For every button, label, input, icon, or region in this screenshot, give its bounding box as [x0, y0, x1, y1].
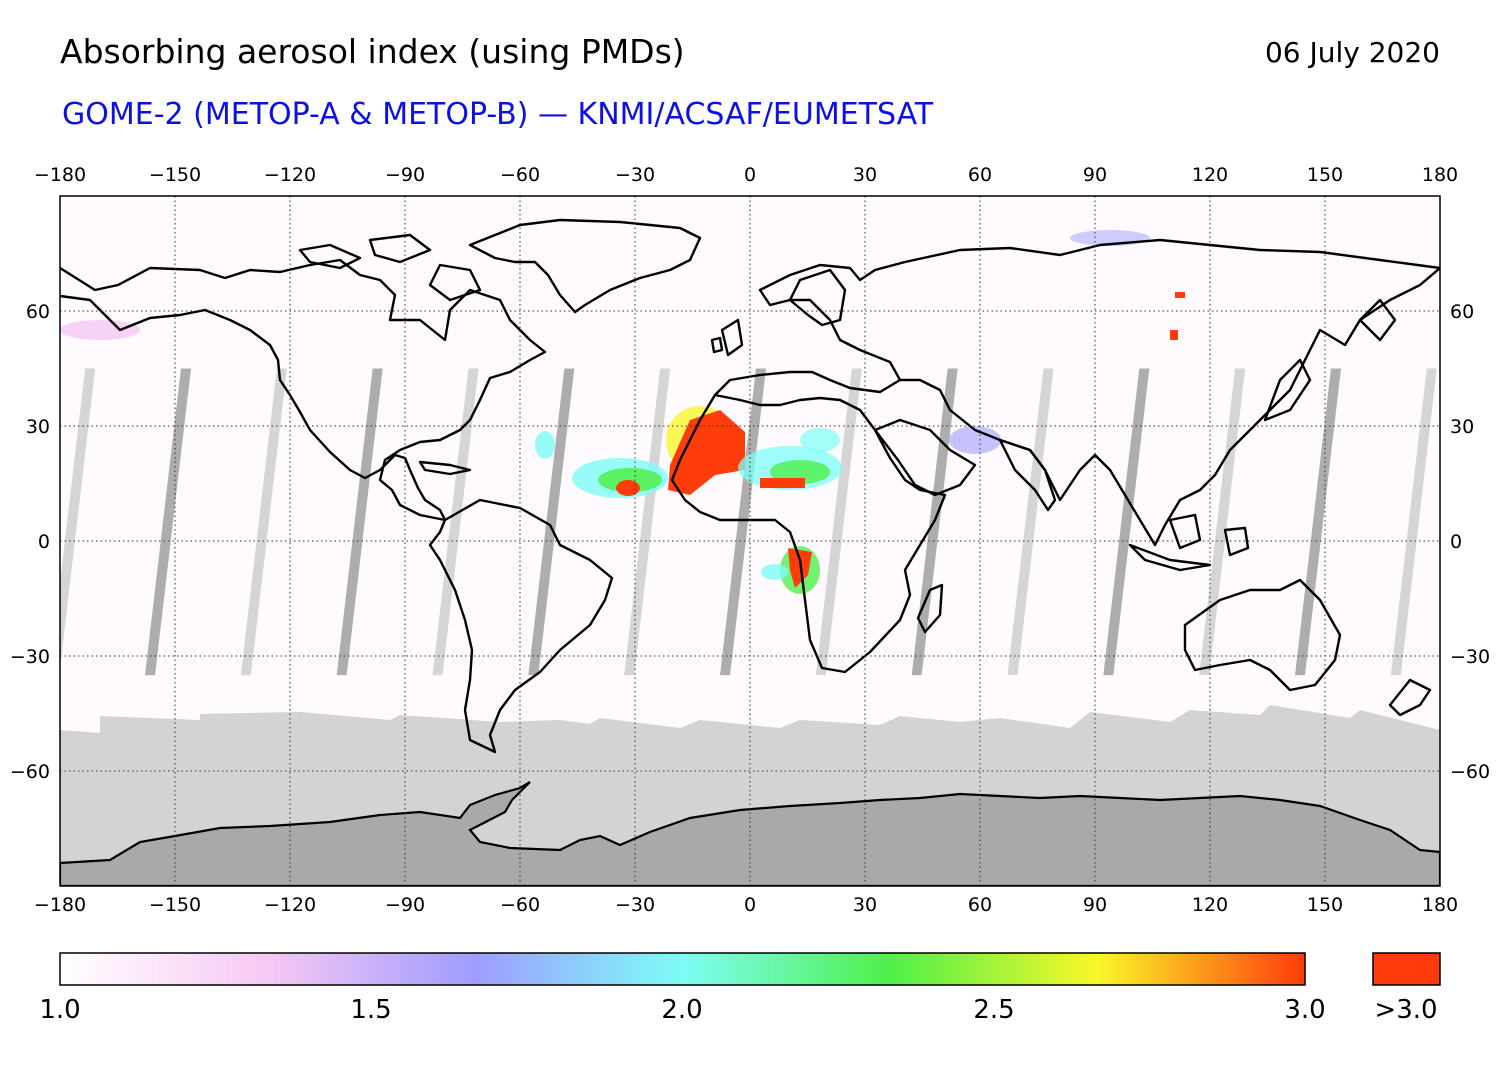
lon-tick-label-top: −120 — [264, 164, 316, 186]
africa — [670, 393, 947, 674]
australia — [1183, 578, 1342, 692]
graticule — [60, 196, 1440, 886]
lon-tick-label-top: −180 — [34, 164, 86, 186]
lat-tick-label-right: −60 — [1450, 761, 1490, 783]
swath-gap — [336, 368, 383, 676]
greenland — [468, 218, 702, 314]
lon-tick-label-bottom: 120 — [1192, 894, 1228, 916]
lon-tick-label-top: 60 — [968, 164, 992, 186]
lat-tick-label-right: 0 — [1450, 531, 1462, 553]
axis-ticks: −180 −180 −150 −150 −120 −120 −90 −90 −60 −60 −30 −… — [10, 164, 1490, 916]
lon-tick-label-top: −150 — [149, 164, 201, 186]
south-america — [428, 498, 614, 754]
lat-tick-label-left: 0 — [38, 531, 50, 553]
colorbar-label-4: 3.0 — [1284, 995, 1326, 1025]
swath-gap — [1007, 368, 1054, 676]
lon-tick-label-top: −30 — [615, 164, 655, 186]
lon-tick-label-bottom: 60 — [968, 894, 992, 916]
lon-tick-label-top: 0 — [744, 164, 756, 186]
lon-tick-label-bottom: 150 — [1307, 894, 1343, 916]
colorbar — [59, 952, 1306, 986]
colorbar-label-0: 1.0 — [39, 995, 81, 1025]
swath-gap — [815, 368, 862, 676]
lon-tick-label-top: 120 — [1192, 164, 1228, 186]
north-america — [60, 258, 547, 522]
lon-tick-label-bottom: 0 — [744, 894, 756, 916]
colorbar-label-3: 2.5 — [973, 995, 1015, 1025]
swath-gap — [624, 368, 671, 676]
map-subtitle: GOME-2 (METOP-A & METOP-B) — KNMI/ACSAF/… — [62, 97, 934, 132]
colorbar-label-1: 1.5 — [350, 995, 392, 1025]
swath-gap — [240, 368, 287, 676]
lat-tick-label-left: 30 — [26, 416, 50, 438]
lat-tick-label-right: 60 — [1450, 301, 1474, 323]
lon-tick-label-bottom: −90 — [385, 894, 425, 916]
swath-gap — [60, 368, 96, 669]
swath-gap — [1295, 368, 1341, 676]
europe — [714, 260, 906, 396]
coastlines — [60, 218, 1440, 754]
swath-gap — [1390, 368, 1437, 676]
lat-tick-label-right: 30 — [1450, 416, 1474, 438]
lon-tick-label-bottom: −150 — [149, 894, 201, 916]
lon-tick-label-bottom: 180 — [1422, 894, 1458, 916]
lat-tick-label-left: −30 — [10, 646, 50, 668]
lon-tick-label-top: 30 — [853, 164, 877, 186]
lat-tick-label-right: −30 — [1450, 646, 1490, 668]
lon-tick-label-bottom: −60 — [500, 894, 540, 916]
lat-tick-label-left: 60 — [26, 301, 50, 323]
lon-tick-label-bottom: 30 — [853, 894, 877, 916]
map-layers — [60, 196, 1440, 886]
map-title: Absorbing aerosol index (using PMDs) — [60, 32, 685, 71]
swath-gap — [145, 368, 191, 676]
colorbar-overflow-box — [1372, 952, 1441, 986]
colorbar-overflow-label: >3.0 — [1374, 995, 1438, 1025]
map-frame — [59, 195, 1441, 887]
map-date: 06 July 2020 — [1264, 36, 1440, 69]
lon-tick-label-top: −90 — [385, 164, 425, 186]
lon-tick-label-top: 150 — [1307, 164, 1343, 186]
lon-tick-label-top: −60 — [500, 164, 540, 186]
lon-tick-label-bottom: −180 — [34, 894, 86, 916]
lon-tick-label-bottom: −120 — [264, 894, 316, 916]
swath-gap — [528, 368, 575, 676]
colorbar-label-2: 2.0 — [661, 995, 703, 1025]
aerosol-plumes — [60, 230, 1185, 594]
lon-tick-label-bottom: 90 — [1083, 894, 1107, 916]
lon-tick-label-top: 90 — [1083, 164, 1107, 186]
lon-tick-label-bottom: −30 — [615, 894, 655, 916]
swath-gap — [720, 368, 766, 676]
swath-gap — [432, 368, 479, 676]
swath-gap — [1103, 368, 1150, 676]
lat-tick-label-left: −60 — [10, 761, 50, 783]
lon-tick-label-top: 180 — [1422, 164, 1458, 186]
